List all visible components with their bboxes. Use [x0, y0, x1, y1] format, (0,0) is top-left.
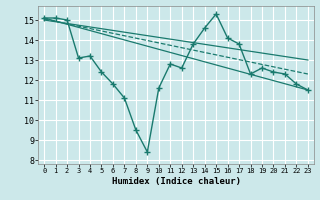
X-axis label: Humidex (Indice chaleur): Humidex (Indice chaleur)	[111, 177, 241, 186]
